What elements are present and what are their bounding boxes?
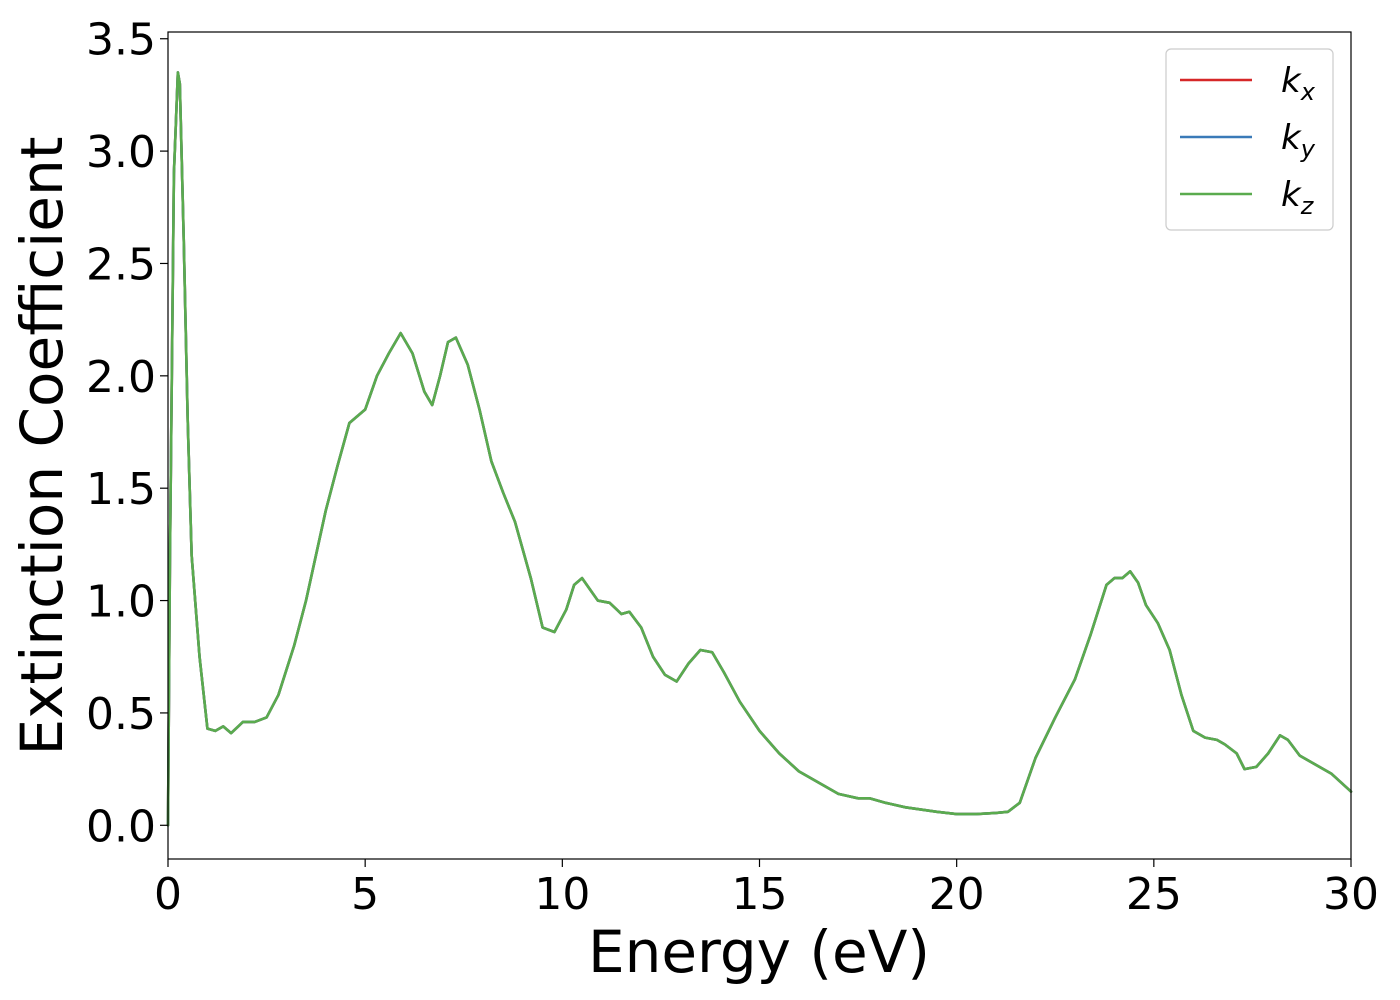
y-tick-label: 1.5 [86, 464, 156, 515]
legend-symbol: k [1281, 61, 1302, 101]
legend-box [1165, 48, 1334, 231]
x-tick-label: 10 [534, 869, 590, 920]
legend-subscript: x [1300, 78, 1316, 106]
series-lines [166, 71, 1353, 827]
legend-symbol: k [1281, 175, 1302, 215]
legend-label-k-z: kz [1281, 175, 1315, 220]
x-tick-label: 20 [929, 869, 985, 920]
y-tick-label: 3.0 [86, 127, 156, 178]
y-tick-label: 2.5 [86, 239, 156, 290]
legend-subscript: y [1300, 135, 1316, 163]
y-tick-label: 0.5 [86, 689, 156, 740]
y-axis-label: Extinction Coefficient [8, 137, 76, 756]
x-tick-label: 0 [154, 869, 182, 920]
legend-symbol: k [1281, 118, 1302, 158]
x-tick-label: 15 [732, 869, 788, 920]
y-axis-ticks: 0.0 0.5 1.0 1.5 2.0 2.5 3.0 3.5 [86, 15, 168, 852]
x-tick-label: 5 [351, 869, 379, 920]
legend-subscript: z [1300, 192, 1315, 220]
x-axis-ticks: 0 5 10 15 20 25 30 [154, 859, 1379, 920]
x-axis-label: Energy (eV) [588, 918, 930, 986]
x-tick-label: 25 [1126, 869, 1182, 920]
y-tick-label: 0.0 [86, 801, 156, 852]
y-tick-label: 2.0 [86, 352, 156, 403]
y-tick-label: 3.5 [86, 15, 156, 66]
series-line-k-z [166, 71, 1353, 827]
x-tick-label: 30 [1323, 869, 1379, 920]
legend-label-k-x: kx [1281, 61, 1316, 106]
y-tick-label: 1.0 [86, 577, 156, 628]
legend-label-k-y: ky [1281, 118, 1316, 163]
